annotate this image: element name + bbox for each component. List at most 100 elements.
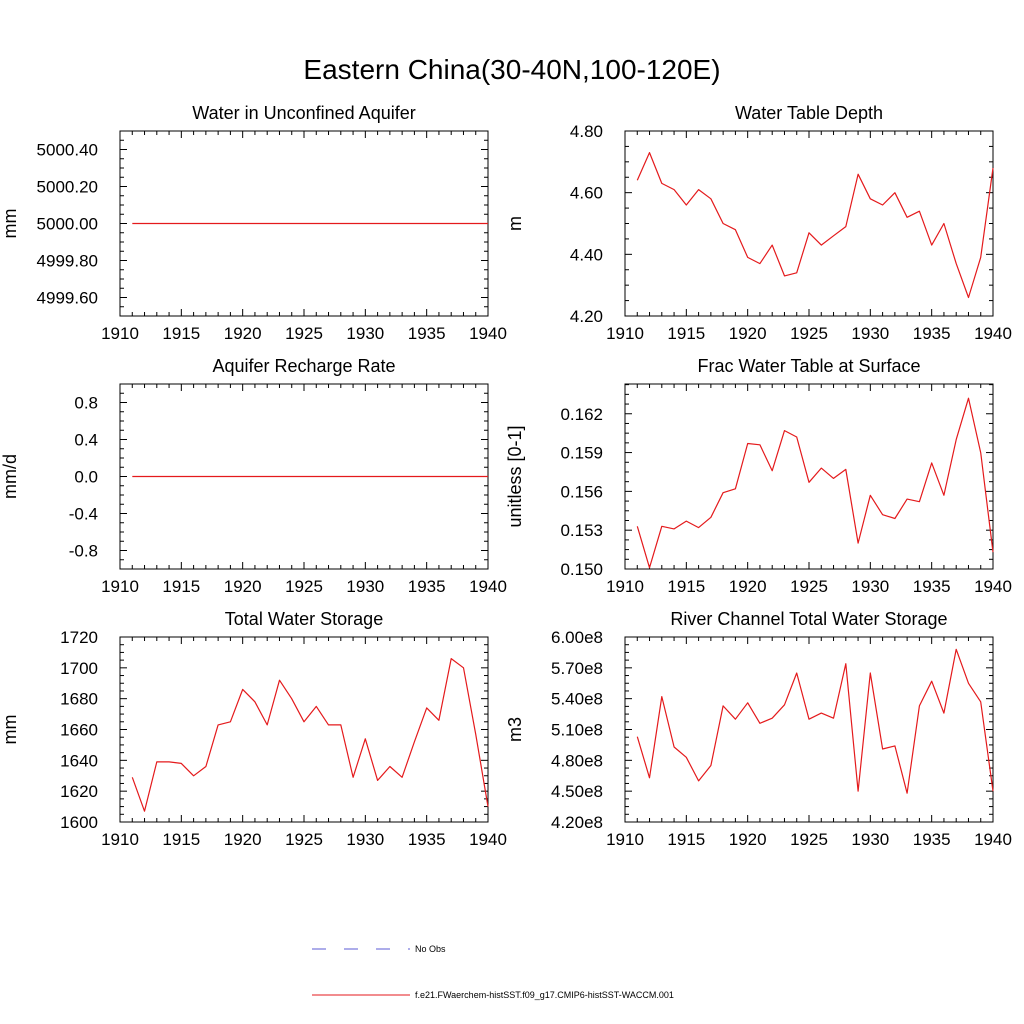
y-tick-label: 1700 — [60, 659, 98, 678]
panel-title: Water Table Depth — [735, 103, 883, 123]
x-tick-label: 1925 — [285, 577, 323, 596]
x-tick-label: 1935 — [913, 324, 951, 343]
x-tick-label: 1920 — [729, 830, 767, 849]
x-tick-label: 1920 — [729, 577, 767, 596]
y-tick-label: 5000.40 — [37, 141, 98, 160]
y-tick-label: 1720 — [60, 628, 98, 647]
legend-model-label: f.e21.FWaerchem-histSST.f09_g17.CMIP6-hi… — [415, 990, 674, 1000]
y-tick-label: 0.162 — [560, 405, 603, 424]
x-tick-label: 1910 — [606, 324, 644, 343]
y-tick-label: 0.4 — [74, 431, 98, 450]
y-axis-label: unitless [0-1] — [505, 425, 525, 527]
y-tick-label: 0.150 — [560, 560, 603, 579]
x-tick-label: 1935 — [408, 830, 446, 849]
x-tick-label: 1930 — [851, 324, 889, 343]
series-line-1 — [131, 657, 489, 812]
plot-frame — [624, 383, 994, 570]
series-line-1 — [636, 152, 994, 299]
x-tick-label: 1940 — [469, 324, 507, 343]
y-tick-label: 4.80 — [570, 122, 603, 141]
x-tick-label: 1925 — [790, 830, 828, 849]
legend: No Obs f.e21.FWaerchem-histSST.f09_g17.C… — [312, 944, 674, 1000]
y-tick-label: 1600 — [60, 813, 98, 832]
series-line-1 — [636, 648, 994, 794]
panel-title: Total Water Storage — [225, 609, 383, 629]
y-tick-label: 4.40 — [570, 245, 603, 264]
y-tick-label: 4.80e8 — [551, 751, 603, 770]
x-tick-label: 1925 — [790, 577, 828, 596]
y-axis-label: m — [505, 216, 525, 231]
x-tick-label: 1915 — [667, 830, 705, 849]
x-tick-label: 1910 — [101, 830, 139, 849]
y-tick-label: 0.0 — [74, 468, 98, 487]
x-tick-label: 1915 — [667, 577, 705, 596]
x-tick-label: 1940 — [974, 577, 1012, 596]
plot-frame — [624, 636, 994, 823]
series-line-1 — [636, 397, 994, 569]
x-tick-label: 1910 — [606, 830, 644, 849]
y-tick-label: 0.153 — [560, 521, 603, 540]
panel-2: Water Table Depth m 1910 1915 1920 1925 1930 19… — [505, 103, 1012, 343]
y-tick-label: 4999.60 — [37, 289, 98, 308]
y-tick-label: 1640 — [60, 751, 98, 770]
x-tick-label: 1940 — [974, 324, 1012, 343]
x-tick-label: 1940 — [974, 830, 1012, 849]
x-tick-label: 1940 — [469, 577, 507, 596]
y-tick-label: 0.8 — [74, 394, 98, 413]
y-axis-label: mm — [0, 209, 20, 239]
y-tick-label: 1680 — [60, 690, 98, 709]
x-tick-label: 1920 — [224, 324, 262, 343]
panel-title: Aquifer Recharge Rate — [212, 356, 395, 376]
x-tick-label: 1920 — [224, 577, 262, 596]
x-tick-label: 1915 — [162, 830, 200, 849]
panel-3: Aquifer Recharge Rate mm/d 1910 1915 1920 192… — [0, 356, 507, 596]
x-tick-label: 1930 — [851, 577, 889, 596]
x-tick-label: 1915 — [162, 324, 200, 343]
x-tick-label: 1925 — [285, 830, 323, 849]
y-tick-label: 0.156 — [560, 482, 603, 501]
x-tick-label: 1925 — [285, 324, 323, 343]
y-tick-label: 6.00e8 — [551, 628, 603, 647]
x-tick-label: 1910 — [606, 577, 644, 596]
panel-title: Frac Water Table at Surface — [697, 356, 920, 376]
x-tick-label: 1930 — [346, 830, 384, 849]
x-tick-label: 1930 — [346, 577, 384, 596]
x-tick-label: 1910 — [101, 577, 139, 596]
figure-title: Eastern China(30-40N,100-120E) — [303, 54, 721, 85]
x-tick-label: 1935 — [408, 324, 446, 343]
y-tick-label: -0.4 — [69, 505, 98, 524]
y-axis-label: mm — [0, 715, 20, 745]
y-tick-label: 4.20 — [570, 307, 603, 326]
y-tick-label: 5000.20 — [37, 178, 98, 197]
x-tick-label: 1930 — [346, 324, 384, 343]
y-tick-label: 1620 — [60, 782, 98, 801]
panel-title: Water in Unconfined Aquifer — [192, 103, 415, 123]
y-axis-label: m3 — [505, 717, 525, 742]
y-axis-label: mm/d — [0, 454, 20, 499]
panel-5: Total Water Storage mm 1910 1915 1920 1925 193… — [0, 609, 507, 849]
y-tick-label: 4.20e8 — [551, 813, 603, 832]
panel-6: River Channel Total Water Storage m3 1910 1… — [505, 609, 1012, 849]
x-tick-label: 1935 — [408, 577, 446, 596]
y-tick-label: 4.60 — [570, 184, 603, 203]
y-tick-label: 5.40e8 — [551, 690, 603, 709]
x-tick-label: 1920 — [224, 830, 262, 849]
x-tick-label: 1935 — [913, 577, 951, 596]
legend-obs-label: No Obs — [415, 944, 446, 954]
y-tick-label: 4999.80 — [37, 252, 98, 271]
y-tick-label: -0.8 — [69, 542, 98, 561]
panel-1: Water in Unconfined Aquifer mm 1910 1915 192… — [0, 103, 507, 343]
x-tick-label: 1920 — [729, 324, 767, 343]
panel-title: River Channel Total Water Storage — [670, 609, 947, 629]
y-tick-label: 4.50e8 — [551, 782, 603, 801]
x-tick-label: 1925 — [790, 324, 828, 343]
x-tick-label: 1915 — [162, 577, 200, 596]
x-tick-label: 1915 — [667, 324, 705, 343]
plot-frame — [624, 130, 994, 317]
y-tick-label: 5.70e8 — [551, 659, 603, 678]
y-tick-label: 1660 — [60, 721, 98, 740]
y-tick-label: 5000.00 — [37, 215, 98, 234]
x-tick-label: 1935 — [913, 830, 951, 849]
